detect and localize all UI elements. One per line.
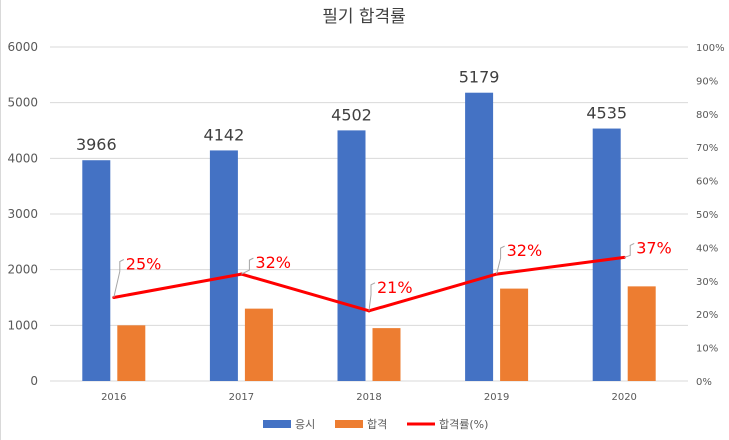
legend-label: 합격률(%) bbox=[439, 418, 488, 431]
x-tick-label: 2018 bbox=[356, 392, 381, 403]
y2-tick-label: 80% bbox=[696, 110, 718, 121]
rate-line bbox=[112, 255, 626, 313]
y-tick-label: 1000 bbox=[7, 318, 38, 332]
gridlines bbox=[50, 46, 688, 382]
y2-tick-label: 100% bbox=[696, 43, 725, 54]
bar-응시-2016 bbox=[82, 160, 111, 381]
y-tick-label: 2000 bbox=[7, 263, 38, 277]
bar-value-label: 4142 bbox=[204, 125, 245, 144]
bar-합격-2017 bbox=[244, 308, 273, 381]
x-tick-label: 2019 bbox=[484, 392, 509, 403]
chart-title: 필기 합격률 bbox=[322, 7, 406, 27]
rate-value-label: 25% bbox=[126, 255, 162, 274]
bar-합격-2019 bbox=[500, 288, 529, 381]
rate-label-leader bbox=[624, 242, 635, 258]
bar-합격-2020 bbox=[627, 286, 656, 381]
legend-swatch bbox=[335, 420, 363, 428]
bar-합격-2018 bbox=[372, 328, 401, 381]
rate-value-label: 21% bbox=[377, 278, 413, 297]
y2-tick-label: 90% bbox=[696, 76, 718, 87]
bar-value-label: 4535 bbox=[586, 104, 627, 123]
legend-label: 응시 bbox=[295, 418, 315, 431]
axes: 0 1000 2000 3000 4000 5000 6000 0% 10% 20% 30% 40% 5… bbox=[7, 40, 724, 403]
x-tick-label: 2016 bbox=[101, 392, 126, 403]
y2-tick-label: 30% bbox=[696, 277, 718, 288]
rate-label-leader bbox=[241, 257, 254, 275]
rate-series-line bbox=[113, 255, 625, 313]
bar-value-label: 3966 bbox=[76, 135, 117, 154]
x-tick-label: 2020 bbox=[611, 392, 636, 403]
data-labels: 3966 4142 4502 5179 4535 25% 32% 21% 32% 37% bbox=[76, 68, 672, 311]
y-tick-label: 4000 bbox=[7, 151, 38, 165]
y2-tick-label: 50% bbox=[696, 210, 718, 221]
y2-tick-label: 0% bbox=[696, 377, 712, 388]
y-tick-label: 3000 bbox=[7, 207, 38, 221]
rate-label-leader bbox=[496, 245, 505, 275]
legend-swatch bbox=[263, 420, 291, 428]
bar-응시-2020 bbox=[592, 128, 621, 381]
bar-응시-2019 bbox=[465, 92, 494, 381]
rate-value-label: 32% bbox=[255, 253, 291, 272]
bar-합격-2016 bbox=[117, 325, 146, 381]
bar-value-label: 5179 bbox=[459, 68, 500, 87]
y2-tick-label: 70% bbox=[696, 143, 718, 154]
bar-응시-2018 bbox=[337, 130, 366, 381]
x-tick-label: 2017 bbox=[229, 392, 254, 403]
bar-value-label: 4502 bbox=[331, 105, 372, 124]
y-tick-label: 5000 bbox=[7, 96, 38, 110]
rate-value-label: 37% bbox=[636, 238, 672, 257]
y2-tick-label: 10% bbox=[696, 344, 718, 355]
y2-tick-label: 20% bbox=[696, 310, 718, 321]
y2-tick-label: 60% bbox=[696, 177, 718, 188]
rate-label-leader bbox=[113, 259, 125, 298]
y-tick-label: 0 bbox=[30, 374, 38, 388]
y2-tick-label: 40% bbox=[696, 243, 718, 254]
y-tick-label: 6000 bbox=[7, 40, 38, 54]
bar-응시-2017 bbox=[209, 150, 238, 381]
legend: 응시 합격 합격률(%) bbox=[263, 418, 488, 431]
legend-label: 합격 bbox=[367, 418, 387, 431]
rate-value-label: 32% bbox=[507, 241, 543, 260]
bars bbox=[82, 92, 656, 381]
left-border bbox=[0, 0, 1, 440]
rate-label-leader bbox=[368, 282, 376, 311]
